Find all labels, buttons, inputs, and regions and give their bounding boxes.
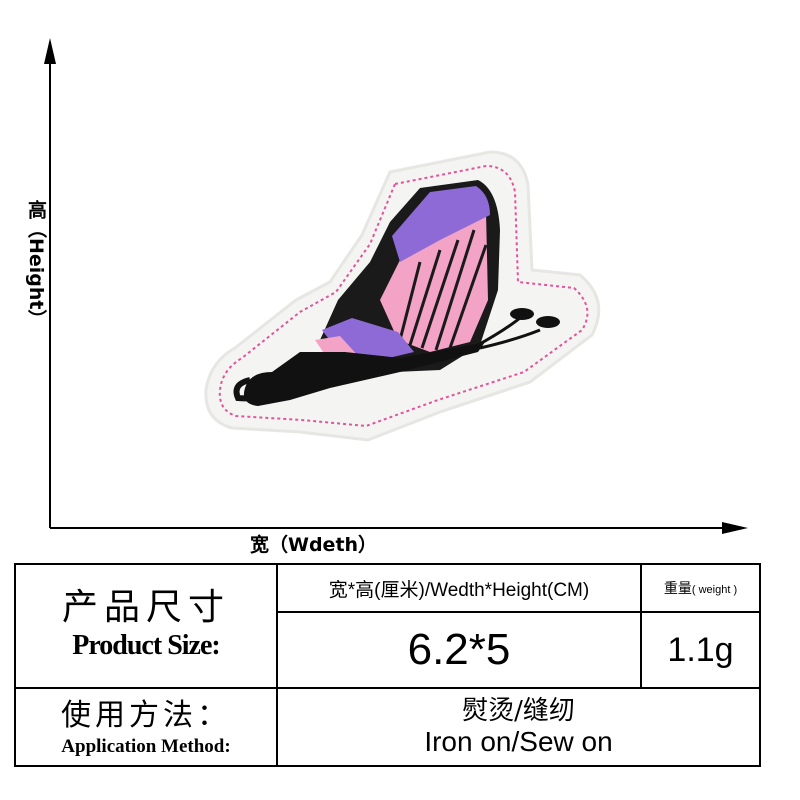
butterfly-antenna-tip-1 xyxy=(510,308,534,320)
y-axis-label: 高（Height） xyxy=(25,200,47,329)
butterfly-patch-image xyxy=(204,150,601,442)
application-method-value-en: Iron on/Sew on xyxy=(424,726,613,757)
dimension-diagram xyxy=(44,38,748,534)
size-header: 宽*高(厘米)/Wedth*Height(CM) xyxy=(276,563,642,613)
x-axis-arrow-icon xyxy=(722,522,748,534)
product-size-title-cell: 产品尺寸 Product Size: xyxy=(14,563,278,689)
application-method-value: 熨烫/缝纫 Iron on/Sew on xyxy=(276,687,761,767)
application-method-title-cn: 使用方法： xyxy=(61,698,231,733)
product-size-title-cn: 产品尺寸 xyxy=(61,587,230,628)
butterfly-tail xyxy=(233,377,274,402)
application-method-title-cell: 使用方法： Application Method: xyxy=(14,687,278,767)
spec-table: 产品尺寸 Product Size: 宽*高(厘米)/Wedth*Height(… xyxy=(14,563,761,767)
weight-header-en: ( weight ) xyxy=(691,584,738,596)
weight-value: 1.1g xyxy=(640,611,761,689)
size-value: 6.2*5 xyxy=(276,611,642,689)
application-method-value-cn: 熨烫/缝纫 xyxy=(462,696,575,726)
butterfly-antenna-2 xyxy=(479,328,541,350)
application-method-title-en: Application Method: xyxy=(61,736,231,757)
stitch-border xyxy=(218,164,589,428)
x-axis-label: 宽（Wdeth） xyxy=(250,534,378,556)
butterfly-antenna-tip-2 xyxy=(536,316,560,328)
product-size-title-en: Product Size: xyxy=(72,630,220,661)
butterfly-antenna-1 xyxy=(477,316,521,347)
weight-header-cn: 重量 xyxy=(663,580,692,596)
weight-header: 重量( weight ) xyxy=(640,563,761,613)
butterfly-body xyxy=(243,342,485,406)
wing-purple-upper xyxy=(392,186,490,262)
y-axis-arrow-icon xyxy=(44,38,56,64)
